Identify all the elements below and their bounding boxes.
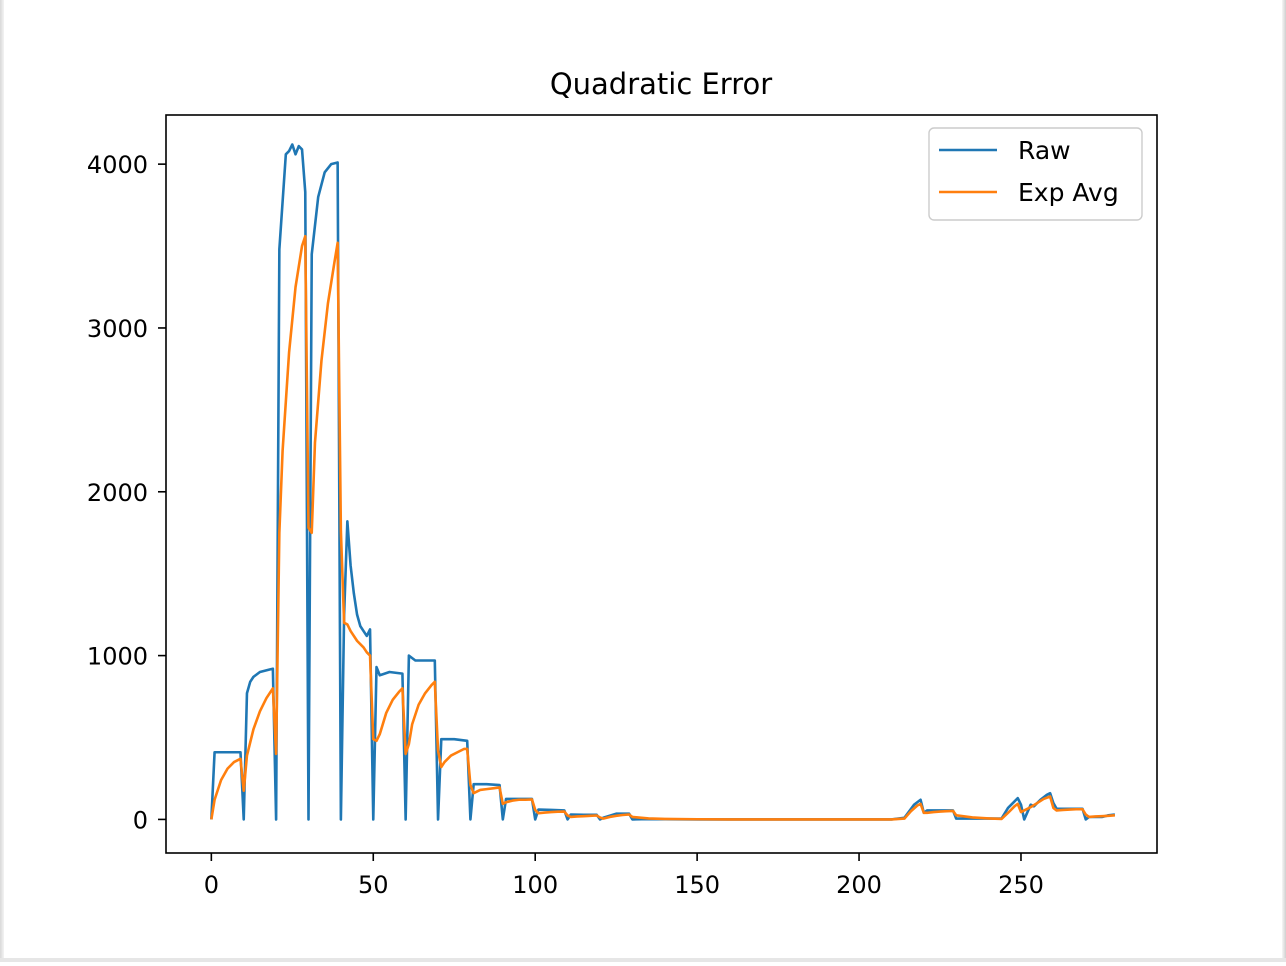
- x-tick-label: 100: [512, 871, 558, 899]
- x-tick-label: 200: [836, 871, 882, 899]
- legend-label-exp-avg: Exp Avg: [1018, 178, 1119, 207]
- y-tick-label: 1000: [87, 643, 148, 671]
- y-tick-label: 4000: [87, 151, 148, 179]
- series-layer: [210, 143, 1116, 821]
- x-tick-label: 50: [358, 871, 389, 899]
- x-axis: 0 50 100 150 200 250: [204, 853, 1044, 899]
- chart-title: Quadratic Error: [550, 67, 772, 101]
- plot-area-frame: [165, 114, 1158, 854]
- legend: Raw Exp Avg: [928, 127, 1143, 221]
- window-frame-left: [0, 0, 4, 962]
- y-tick-label: 3000: [87, 315, 148, 343]
- y-axis: 0 1000 2000 3000 4000: [87, 151, 166, 834]
- series-line-exp-avg: [210, 234, 1115, 821]
- legend-label-raw: Raw: [1018, 136, 1071, 165]
- x-tick-label: 150: [674, 871, 720, 899]
- x-tick-label: 0: [204, 871, 219, 899]
- window-frame-right: [1282, 0, 1286, 962]
- x-tick-label: 250: [998, 871, 1044, 899]
- y-tick-label: 2000: [87, 479, 148, 507]
- y-tick-label: 0: [133, 806, 148, 834]
- series-line-raw: [210, 143, 1116, 821]
- window-frame-bottom: [0, 958, 1286, 962]
